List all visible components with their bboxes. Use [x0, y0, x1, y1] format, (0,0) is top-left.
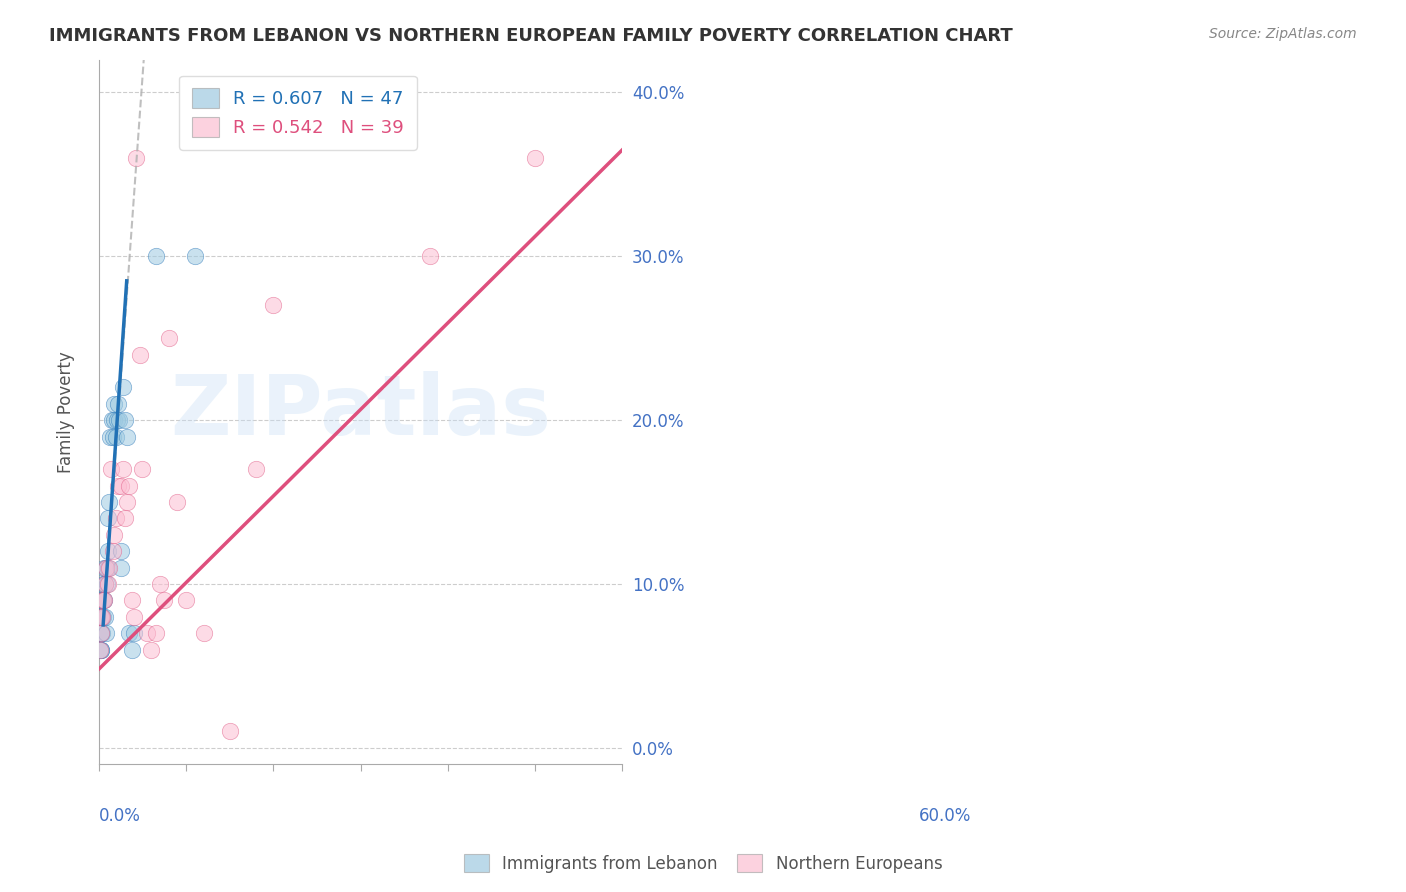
Legend: Immigrants from Lebanon, Northern Europeans: Immigrants from Lebanon, Northern Europe… [457, 847, 949, 880]
Point [145, 626, 167, 640]
Point [91, 577, 114, 591]
Point [94, 577, 117, 591]
Point [89, 642, 111, 657]
Point [93, 593, 115, 607]
Point [96, 577, 118, 591]
Point [93, 593, 115, 607]
Point [128, 348, 150, 362]
Point [107, 397, 129, 411]
Point [112, 462, 135, 476]
Point [110, 478, 132, 492]
Point [115, 495, 138, 509]
Y-axis label: Family Poverty: Family Poverty [58, 351, 75, 473]
Text: ZIPatlas: ZIPatlas [170, 371, 551, 452]
Point [157, 331, 180, 345]
Point [103, 397, 125, 411]
Point [121, 593, 143, 607]
Point [118, 626, 141, 640]
Point [89, 609, 111, 624]
Point [145, 249, 167, 263]
Point [91, 626, 114, 640]
Point [153, 593, 176, 607]
Point [135, 626, 157, 640]
Point [105, 429, 128, 443]
Point [90, 642, 112, 657]
Point [101, 429, 124, 443]
Point [141, 642, 163, 657]
Point [90, 626, 112, 640]
Point [105, 413, 128, 427]
Point [94, 560, 117, 574]
Point [115, 429, 138, 443]
Point [103, 528, 125, 542]
Point [101, 544, 124, 558]
Text: Source: ZipAtlas.com: Source: ZipAtlas.com [1209, 27, 1357, 41]
Text: IMMIGRANTS FROM LEBANON VS NORTHERN EUROPEAN FAMILY POVERTY CORRELATION CHART: IMMIGRANTS FROM LEBANON VS NORTHERN EURO… [49, 27, 1012, 45]
Point [125, 151, 148, 165]
Text: 0.0%: 0.0% [98, 806, 141, 824]
Point [91, 593, 114, 607]
Point [174, 593, 197, 607]
Point [90, 626, 112, 640]
Point [91, 609, 114, 624]
Point [98, 495, 121, 509]
Point [262, 298, 284, 312]
Point [94, 577, 117, 591]
Point [91, 609, 114, 624]
Point [94, 560, 117, 574]
Point [98, 560, 121, 574]
Point [105, 511, 128, 525]
Point [122, 626, 145, 640]
Point [94, 609, 117, 624]
Point [184, 249, 207, 263]
Point [100, 462, 122, 476]
Point [90, 609, 112, 624]
Point [97, 511, 120, 525]
Point [122, 609, 145, 624]
Point [91, 593, 114, 607]
Point [218, 724, 240, 739]
Point [114, 413, 136, 427]
Point [112, 380, 135, 394]
Point [90, 642, 112, 657]
Point [166, 495, 188, 509]
Legend: R = 0.607   N = 47, R = 0.542   N = 39: R = 0.607 N = 47, R = 0.542 N = 39 [179, 76, 416, 150]
Point [193, 626, 215, 640]
Point [107, 478, 129, 492]
Point [90, 609, 112, 624]
Point [90, 626, 112, 640]
Point [121, 642, 143, 657]
Point [96, 560, 118, 574]
Point [524, 151, 547, 165]
Point [108, 413, 131, 427]
Point [101, 413, 124, 427]
Point [131, 462, 153, 476]
Point [96, 577, 118, 591]
Point [91, 593, 114, 607]
Point [94, 626, 117, 640]
Point [89, 626, 111, 640]
Point [98, 429, 121, 443]
Point [245, 462, 267, 476]
Point [103, 413, 125, 427]
Point [90, 626, 112, 640]
Point [110, 544, 132, 558]
Point [89, 642, 111, 657]
Point [149, 577, 172, 591]
Point [118, 478, 141, 492]
Point [96, 544, 118, 558]
Point [110, 560, 132, 574]
Point [114, 511, 136, 525]
Point [419, 249, 441, 263]
Text: 60.0%: 60.0% [920, 806, 972, 824]
Point [90, 593, 112, 607]
Point [90, 609, 112, 624]
Point [91, 609, 114, 624]
Point [93, 560, 115, 574]
